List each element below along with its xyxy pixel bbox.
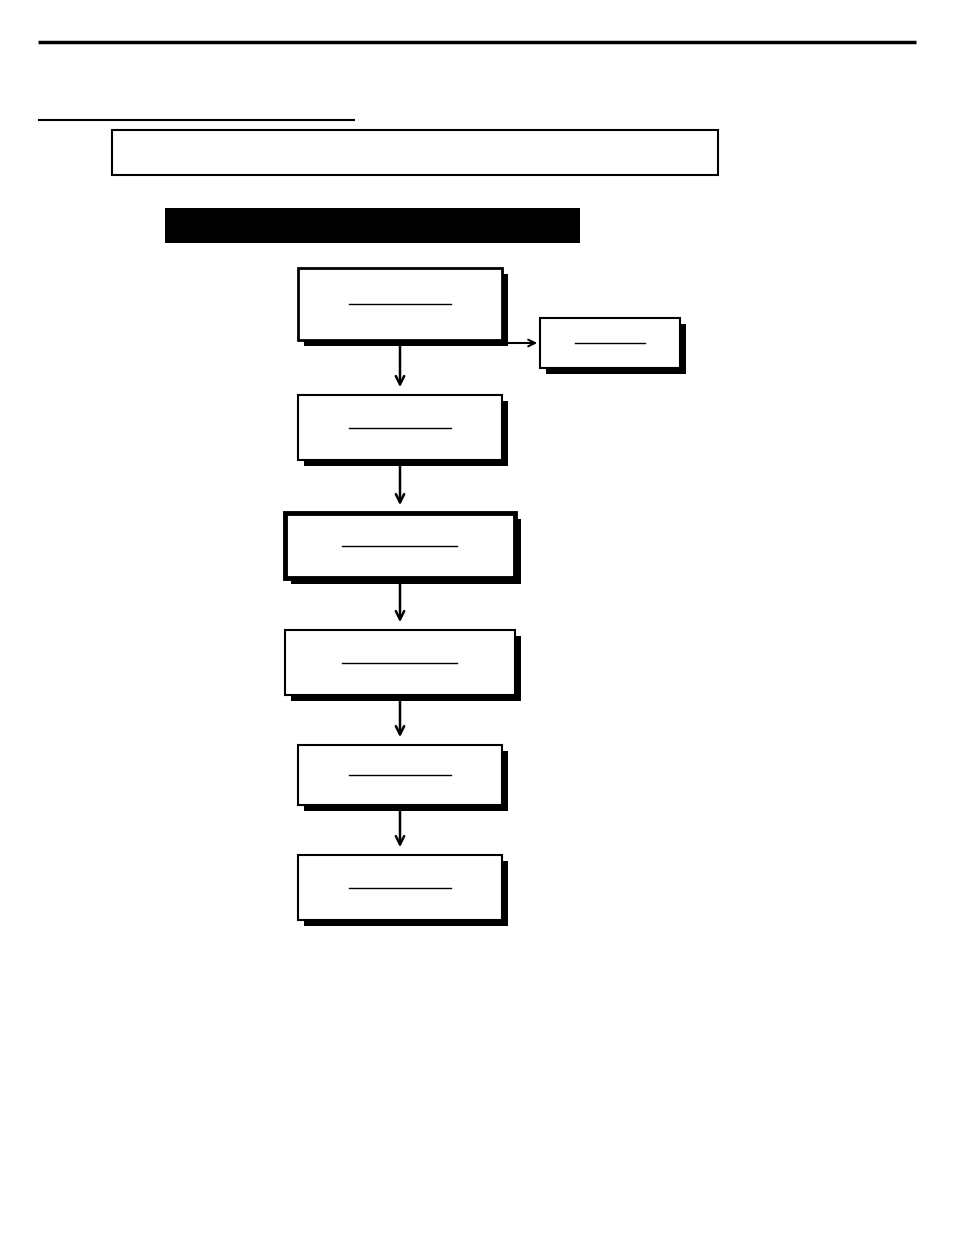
Bar [304,861,507,926]
Bar [285,513,515,578]
Bar [297,855,501,920]
Bar [304,751,507,811]
Bar [285,630,515,695]
Bar [291,636,520,701]
Bar [539,317,679,368]
Bar [304,401,507,466]
Bar [291,519,520,584]
Bar [112,130,718,175]
Bar [297,395,501,459]
Bar [304,274,507,346]
Bar [297,745,501,805]
Bar [297,268,501,340]
Bar [545,324,685,374]
Bar [165,207,579,243]
